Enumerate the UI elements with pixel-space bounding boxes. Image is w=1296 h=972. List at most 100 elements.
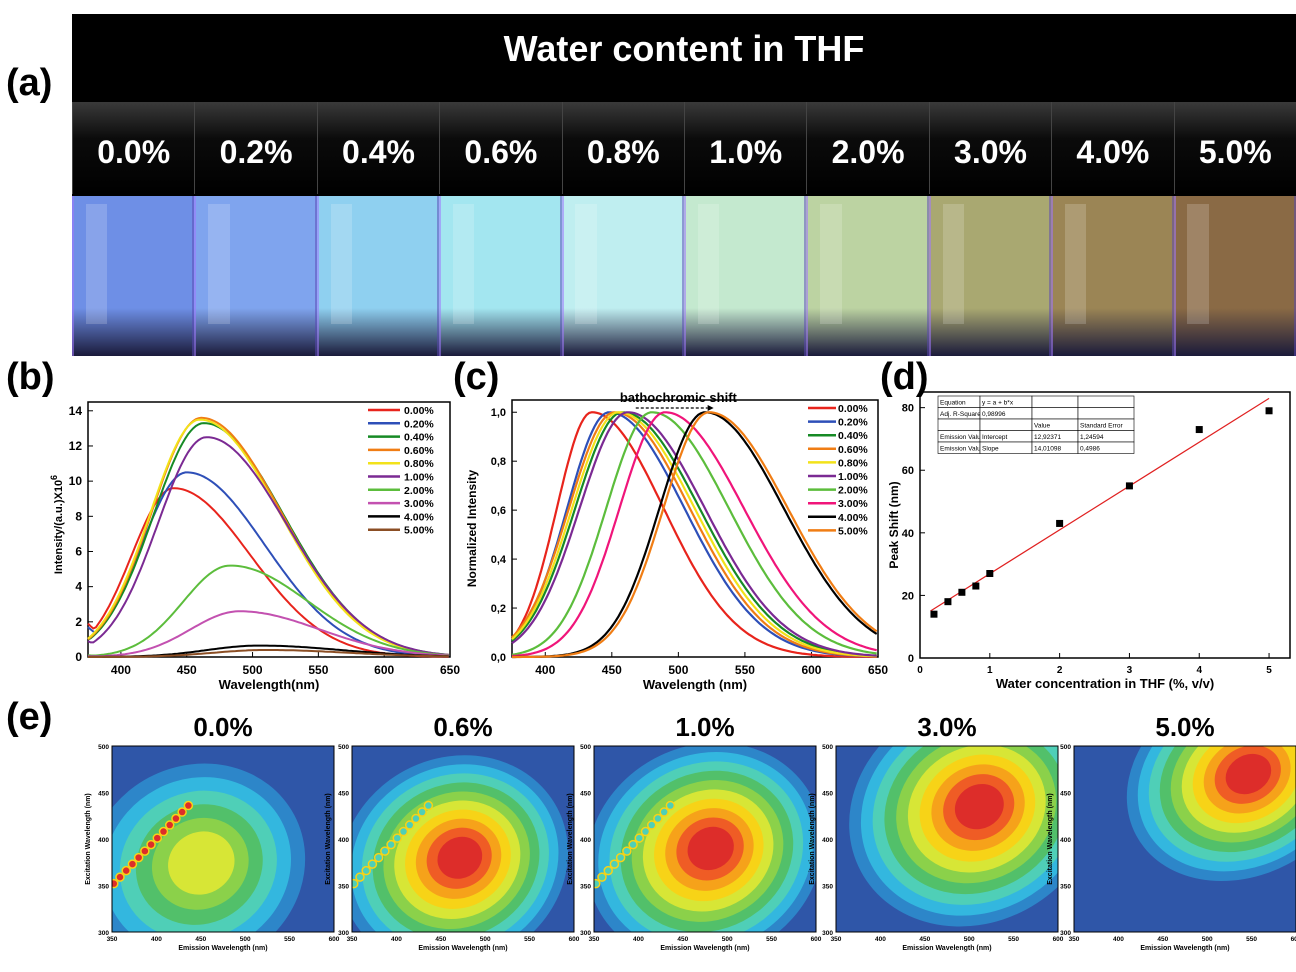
- x-axis-label: Emission Wavelength (nm): [1140, 945, 1229, 952]
- panel-label-c: (c): [453, 356, 500, 398]
- rayleigh-scatter-dot: [646, 820, 657, 830]
- x-tick-label: 500: [668, 663, 688, 677]
- data-point: [958, 588, 966, 596]
- x-tick-label: 400: [875, 936, 886, 943]
- data-point: [1195, 426, 1203, 434]
- rayleigh-scatter-dot: [183, 800, 194, 811]
- y-tick-label: 0,4: [491, 554, 507, 566]
- plot-frame: [919, 391, 1291, 659]
- y-tick-label: 450: [822, 791, 833, 798]
- x-tick-label: 450: [602, 663, 622, 677]
- y-tick-label: 450: [1060, 791, 1071, 798]
- contour-levels: [594, 746, 816, 932]
- vial-glare: [85, 204, 108, 324]
- panel-label-b: (b): [6, 356, 55, 398]
- x-tick-label: 450: [195, 936, 206, 943]
- y-tick-label: 1,0: [491, 407, 506, 419]
- x-tick-label: 550: [735, 663, 755, 677]
- vial: [439, 196, 562, 356]
- series-line: [512, 411, 878, 659]
- x-axis-label: Water concentration in THF (%, v/v): [996, 676, 1214, 691]
- rayleigh-scatter-dot: [594, 878, 601, 889]
- legend-label: 1.00%: [404, 472, 434, 484]
- x-tick-label: 350: [107, 936, 118, 943]
- fit-table-text: Value: [1034, 423, 1051, 430]
- y-tick-label: 500: [822, 744, 833, 751]
- rayleigh-scatter-dot: [386, 839, 396, 850]
- x-tick-label: 550: [284, 936, 295, 943]
- contour-panel-title: 0.0%: [193, 712, 253, 742]
- rayleigh-scatter-dot: [171, 813, 181, 824]
- y-axis-label: Peak Shift (nm): [887, 481, 901, 568]
- y-tick-label: 500: [98, 744, 109, 751]
- vial-label: 0.8%: [561, 102, 684, 194]
- legend-label: 3.00%: [838, 498, 868, 510]
- data-point: [986, 570, 994, 578]
- legend-label: 0.00%: [404, 405, 434, 417]
- x-tick-label: 400: [151, 936, 162, 943]
- vial: [684, 196, 807, 356]
- rayleigh-scatter-dot: [380, 846, 390, 856]
- data-point: [972, 582, 980, 590]
- vial-label: 4.0%: [1051, 102, 1174, 194]
- rayleigh-scatter-dot: [659, 807, 669, 817]
- y-tick-label: 0,0: [491, 652, 506, 664]
- x-tick-label: 400: [535, 663, 555, 677]
- y-tick-label: 400: [338, 837, 349, 844]
- x-tick-label: 600: [811, 936, 822, 943]
- x-tick-label: 500: [722, 936, 733, 943]
- rayleigh-scatter-dot: [133, 852, 144, 863]
- x-tick-label: 500: [243, 663, 263, 677]
- photo-banner: Water content in THF: [72, 14, 1296, 86]
- rayleigh-scatter-dot: [392, 833, 403, 843]
- series-line: [88, 649, 449, 658]
- data-point: [930, 610, 938, 618]
- vial-glare: [453, 204, 475, 324]
- series-line: [511, 411, 877, 657]
- rayleigh-scatter-dot: [361, 865, 371, 876]
- rayleigh-scatter-dot: [367, 859, 378, 869]
- y-tick-label: 14: [69, 404, 83, 418]
- rayleigh-scatter-dot: [665, 800, 676, 811]
- y-tick-label: 60: [902, 465, 914, 477]
- x-axis-label: Emission Wavelength (nm): [902, 945, 991, 952]
- y-axis-label: Normalized Intensity: [465, 469, 479, 587]
- y-tick-label: 350: [338, 884, 349, 891]
- fit-table-cell: [1077, 395, 1135, 408]
- fit-table-text: 0,4986: [1080, 446, 1100, 453]
- vial: [806, 196, 929, 356]
- y-tick-label: 500: [338, 744, 349, 751]
- y-tick-label: 6: [75, 544, 82, 558]
- vial-glare: [820, 204, 842, 324]
- x-tick-label: 400: [633, 936, 644, 943]
- vial-label: 1.0%: [684, 102, 807, 194]
- y-tick-label: 400: [822, 837, 833, 844]
- x-tick-label: 500: [480, 936, 491, 943]
- y-tick-label: 350: [1060, 884, 1071, 891]
- annotation-text: bathochromic shift: [620, 390, 738, 405]
- y-tick-label: 300: [580, 930, 591, 937]
- x-tick-label: 550: [1246, 936, 1257, 943]
- x-tick-label: 600: [569, 936, 580, 943]
- legend-label: 5.00%: [838, 525, 868, 537]
- y-tick-label: 350: [580, 884, 591, 891]
- vial: [1173, 196, 1296, 356]
- contour-levels: [849, 746, 1058, 927]
- series-line: [87, 487, 449, 658]
- series-line: [511, 411, 877, 658]
- y-tick-label: 450: [580, 791, 591, 798]
- contour-frame: [835, 745, 1059, 933]
- x-tick-label: 650: [868, 663, 888, 677]
- vial: [194, 196, 317, 356]
- x-tick-label: 350: [831, 936, 842, 943]
- x-axis-label: Emission Wavelength (nm): [418, 945, 507, 952]
- legend-label: 4.00%: [404, 511, 434, 523]
- vial-label: 2.0%: [806, 102, 929, 194]
- fit-table-text: Emission Value: [940, 434, 985, 441]
- y-tick-label: 300: [98, 930, 109, 937]
- vial: [316, 196, 440, 356]
- y-tick-label: 40: [902, 528, 914, 540]
- fit-table-cell: [979, 418, 1033, 431]
- x-tick-label: 500: [1202, 936, 1213, 943]
